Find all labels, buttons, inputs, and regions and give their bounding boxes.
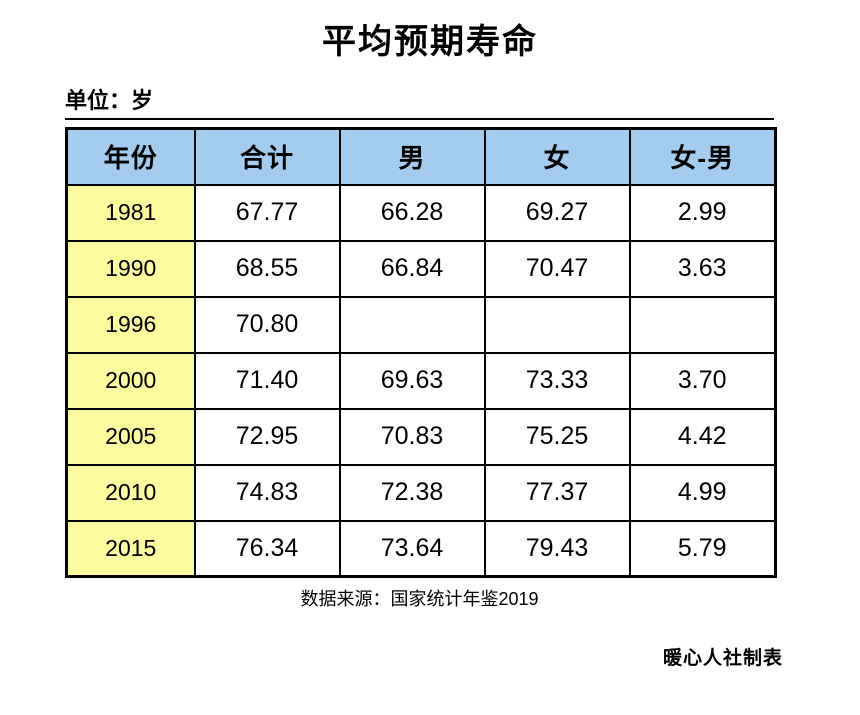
- table-row: 2005 72.95 70.83 75.25 4.42: [65, 407, 777, 466]
- table-cell: 73.33: [483, 351, 631, 410]
- table-cell: 4.99: [628, 463, 777, 522]
- table-cell: [338, 295, 486, 354]
- table-cell: 77.37: [483, 463, 631, 522]
- table-cell: 79.43: [483, 519, 631, 578]
- page-title: 平均预期寿命: [322, 23, 538, 61]
- table-cell: 2.99: [628, 183, 777, 242]
- table-cell: 76.34: [193, 519, 341, 578]
- table-cell: 72.38: [338, 463, 486, 522]
- year-cell: 1990: [65, 239, 196, 298]
- table-cell: 5.79: [628, 519, 777, 578]
- column-header: 年份: [65, 127, 196, 186]
- table-cell: 70.47: [483, 239, 631, 298]
- table-cell: 3.70: [628, 351, 777, 410]
- year-cell: 2005: [65, 407, 196, 466]
- year-cell: 1996: [65, 295, 196, 354]
- table-cell: 4.42: [628, 407, 777, 466]
- table-cell: 3.63: [628, 239, 777, 298]
- column-header: 女: [483, 127, 631, 186]
- table-cell: 74.83: [193, 463, 341, 522]
- table-row: 2015 76.34 73.64 79.43 5.79: [65, 519, 777, 578]
- table-row: 1981 67.77 66.28 69.27 2.99: [65, 183, 777, 242]
- year-cell: 2015: [65, 519, 196, 578]
- table-cell: 73.64: [338, 519, 486, 578]
- year-cell: 1981: [65, 183, 196, 242]
- table-cell: 66.28: [338, 183, 486, 242]
- table-header-row: 年份 合计男女女-男: [65, 127, 777, 186]
- year-cell: 2010: [65, 463, 196, 522]
- table-cell: 70.83: [338, 407, 486, 466]
- life-expectancy-table: 年份 合计男女女-男 1981 67.77 66.28 69.27 2.99 1990 68.…: [65, 127, 777, 578]
- unit-label: 单位：岁: [65, 83, 774, 120]
- table-cell: 71.40: [193, 351, 341, 410]
- table-cell: 75.25: [483, 407, 631, 466]
- column-header: 合计: [193, 127, 341, 186]
- year-cell: 2000: [65, 351, 196, 410]
- table-row: 2000 71.40 69.63 73.33 3.70: [65, 351, 777, 410]
- credit-label: 暖心人社制表: [662, 648, 783, 669]
- column-header: 女-男: [628, 127, 777, 186]
- table-row: 1996 70.80: [65, 295, 777, 354]
- table-cell: 68.55: [193, 239, 341, 298]
- table-row: 2010 74.83 72.38 77.37 4.99: [65, 463, 777, 522]
- table-cell: 69.27: [483, 183, 631, 242]
- column-header: 男: [338, 127, 486, 186]
- table-cell: 66.84: [338, 239, 486, 298]
- source-note: 数据来源：国家统计年鉴2019: [300, 589, 539, 609]
- table-cell: 69.63: [338, 351, 486, 410]
- table-cell: [483, 295, 631, 354]
- table-row: 1990 68.55 66.84 70.47 3.63: [65, 239, 777, 298]
- table-cell: 72.95: [193, 407, 341, 466]
- table-cell: 70.80: [193, 295, 341, 354]
- table-cell: 67.77: [193, 183, 341, 242]
- page: 平均预期寿命 单位：岁 年份 合计男女女-男 1981 67.77 66.28 69.2…: [0, 22, 860, 669]
- table-cell: [628, 295, 777, 354]
- table-area: 单位：岁 年份 合计男女女-男 1981 67.77 66.28 69.27 2.99 19…: [65, 83, 777, 611]
